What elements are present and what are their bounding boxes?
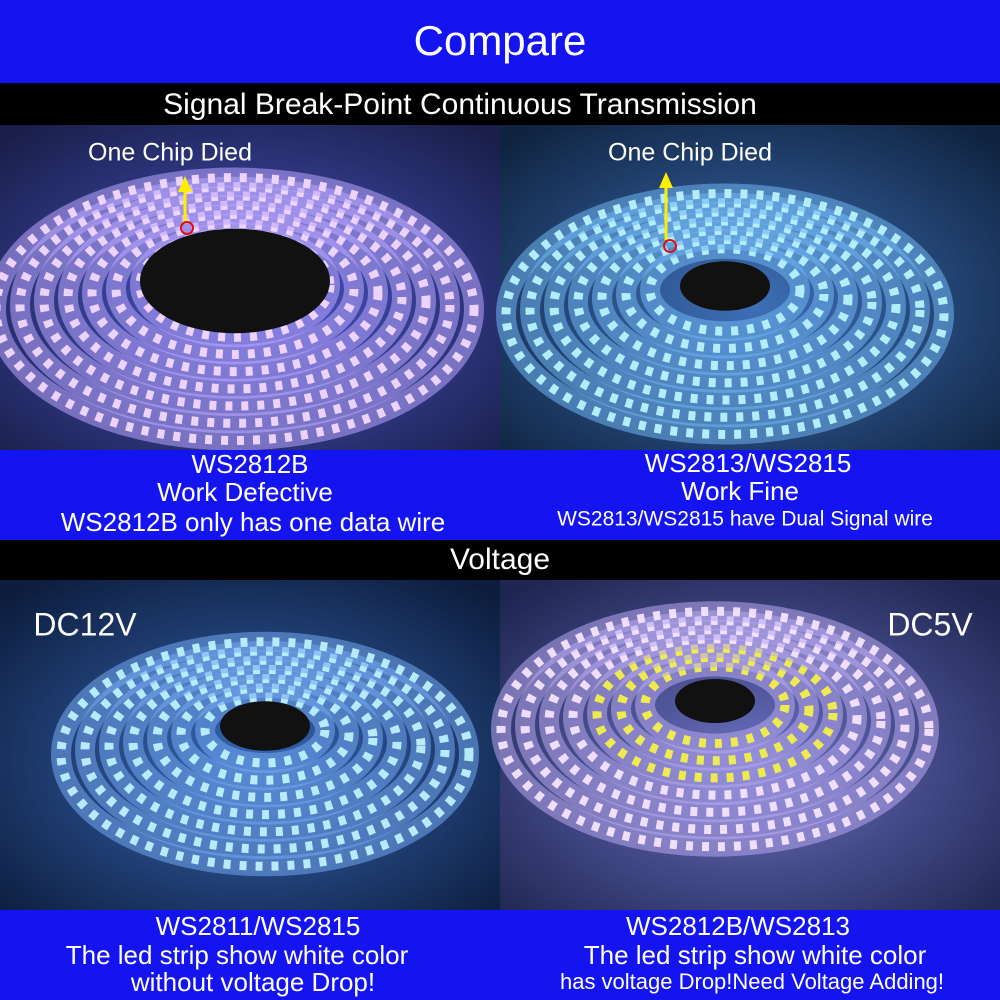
header-title: Compare bbox=[414, 17, 587, 64]
marker bbox=[180, 221, 194, 235]
photo bbox=[0, 580, 500, 910]
annotation: DC12V bbox=[33, 606, 137, 642]
photos bbox=[0, 125, 1000, 910]
led-row bbox=[111, 219, 359, 359]
annotation: One Chip Died bbox=[88, 139, 252, 167]
section-title: Signal Break-Point Continuous Transmissi… bbox=[163, 88, 757, 121]
header-band bbox=[0, 0, 1000, 83]
led-row bbox=[645, 244, 805, 336]
caption-band bbox=[0, 450, 1000, 540]
led-row bbox=[80, 646, 450, 854]
caption-status: Work Fine bbox=[681, 476, 799, 506]
photo bbox=[496, 125, 1000, 450]
caption-status: Work Defective bbox=[157, 477, 333, 507]
coil-center bbox=[220, 701, 310, 751]
led-row bbox=[56, 637, 474, 871]
section-band bbox=[0, 85, 1000, 125]
caption-model: WS2812B/WS2813 bbox=[626, 911, 850, 941]
led-row bbox=[39, 191, 431, 411]
caption-note: has voltage Drop!Need Voltage Adding! bbox=[560, 969, 944, 994]
arrow-head bbox=[178, 176, 192, 192]
annotation: DC5V bbox=[887, 606, 973, 642]
section-title: Voltage bbox=[450, 543, 550, 576]
led-row bbox=[128, 664, 402, 820]
caption-status: The led strip show white color bbox=[66, 940, 409, 970]
led-row bbox=[501, 189, 949, 439]
led-row bbox=[597, 225, 853, 371]
caption-band bbox=[0, 910, 1000, 1000]
caption-note: WS2812B only has one data wire bbox=[61, 507, 445, 537]
photo bbox=[491, 580, 1000, 910]
led-row bbox=[496, 606, 934, 852]
led-row bbox=[544, 625, 886, 817]
coil-center bbox=[675, 679, 755, 723]
led-row bbox=[176, 683, 354, 785]
coil-center bbox=[680, 261, 770, 311]
caption-model: WS2812B bbox=[191, 449, 308, 479]
caption-note: without voltage Drop! bbox=[130, 967, 375, 997]
led-row bbox=[63, 200, 407, 394]
coil-center bbox=[140, 228, 330, 334]
led-row bbox=[592, 643, 838, 783]
led-row bbox=[616, 652, 814, 766]
caption-note: WS2813/WS2815 have Dual Signal wire bbox=[557, 508, 933, 531]
marker bbox=[663, 239, 677, 253]
caption-model: WS2813/WS2815 bbox=[645, 448, 852, 478]
annotation: One Chip Died bbox=[608, 139, 772, 167]
section-band bbox=[0, 540, 1000, 580]
photo bbox=[0, 125, 500, 451]
led-row bbox=[0, 173, 479, 445]
led-row bbox=[200, 692, 330, 768]
caption-model: WS2811/WS2815 bbox=[156, 911, 361, 941]
led-row bbox=[549, 207, 901, 405]
arrow-head bbox=[659, 172, 673, 188]
caption-status: The led strip show white color bbox=[584, 940, 927, 970]
